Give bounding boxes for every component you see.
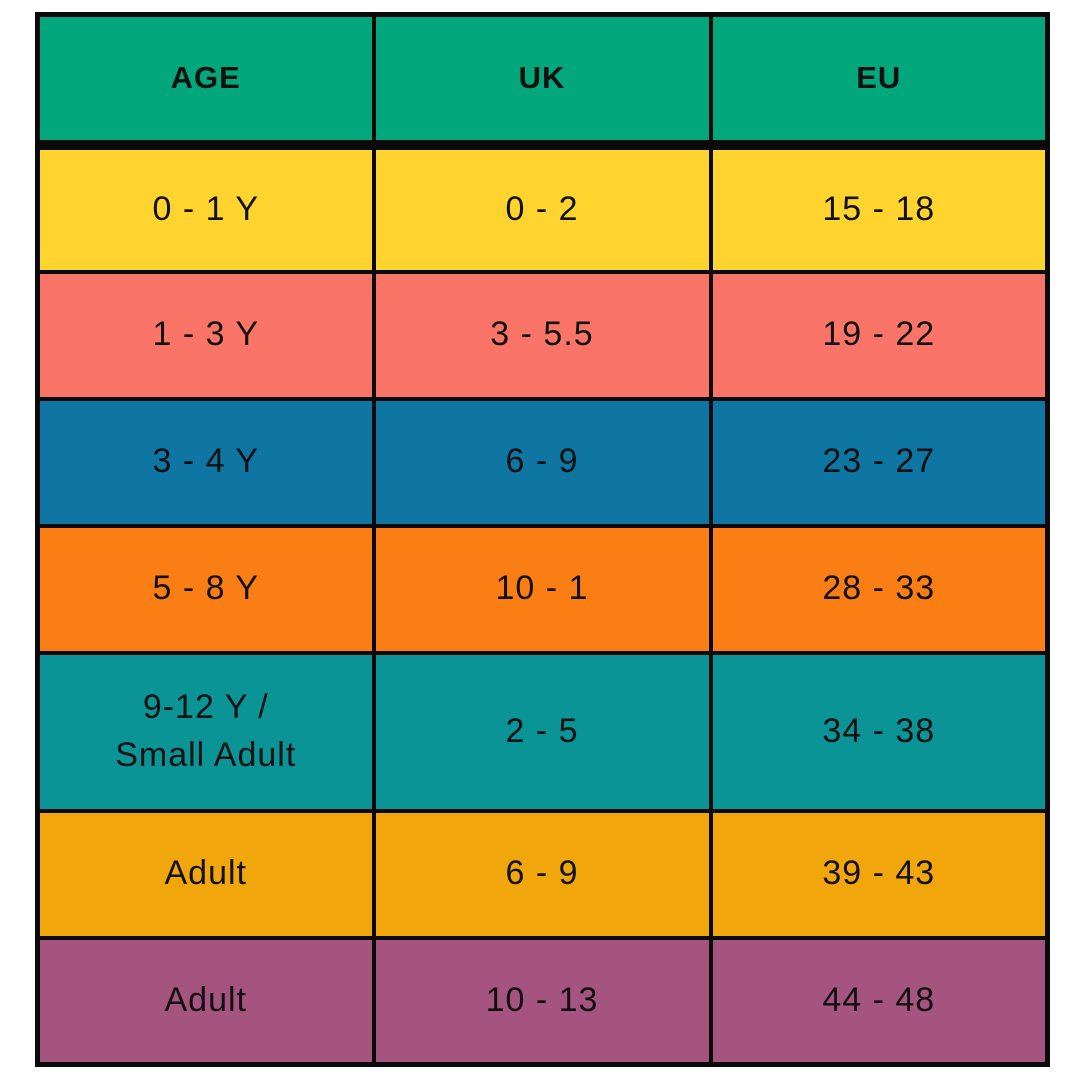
- eu-cell: 28 - 33: [708, 523, 1050, 655]
- header-eu: EU: [708, 12, 1050, 150]
- table-row: 5 - 8 Y 10 - 1 28 - 33: [35, 523, 1050, 655]
- eu-cell: 19 - 22: [708, 269, 1050, 401]
- header-uk: UK: [371, 12, 713, 150]
- table-row: 1 - 3 Y 3 - 5.5 19 - 22: [35, 269, 1050, 401]
- age-cell: Adult: [35, 935, 376, 1067]
- age-cell: 0 - 1 Y: [35, 142, 376, 274]
- eu-cell: 15 - 18: [708, 142, 1050, 274]
- table-row: Adult 10 - 13 44 - 48: [35, 935, 1050, 1067]
- age-cell: Adult: [35, 808, 376, 940]
- eu-cell: 39 - 43: [708, 808, 1050, 940]
- header-age: AGE: [35, 12, 376, 150]
- age-cell: 3 - 4 Y: [35, 396, 376, 528]
- uk-cell: 2 - 5: [371, 650, 713, 813]
- eu-cell: 23 - 27: [708, 396, 1050, 528]
- age-cell: 1 - 3 Y: [35, 269, 376, 401]
- table-row: Adult 6 - 9 39 - 43: [35, 808, 1050, 940]
- uk-cell: 10 - 1: [371, 523, 713, 655]
- table-row: 0 - 1 Y 0 - 2 15 - 18: [35, 142, 1050, 274]
- header-row: AGE UK EU: [35, 12, 1050, 150]
- uk-cell: 0 - 2: [371, 142, 713, 274]
- age-cell: 9-12 Y / Small Adult: [35, 650, 376, 813]
- table-row: 3 - 4 Y 6 - 9 23 - 27: [35, 396, 1050, 528]
- uk-cell: 6 - 9: [371, 396, 713, 528]
- size-chart-table: AGE UK EU 0 - 1 Y 0 - 2 15 - 18 1 - 3 Y …: [35, 12, 1050, 1067]
- uk-cell: 10 - 13: [371, 935, 713, 1067]
- age-cell: 5 - 8 Y: [35, 523, 376, 655]
- table-row: 9-12 Y / Small Adult 2 - 5 34 - 38: [35, 650, 1050, 813]
- eu-cell: 34 - 38: [708, 650, 1050, 813]
- uk-cell: 6 - 9: [371, 808, 713, 940]
- eu-cell: 44 - 48: [708, 935, 1050, 1067]
- uk-cell: 3 - 5.5: [371, 269, 713, 401]
